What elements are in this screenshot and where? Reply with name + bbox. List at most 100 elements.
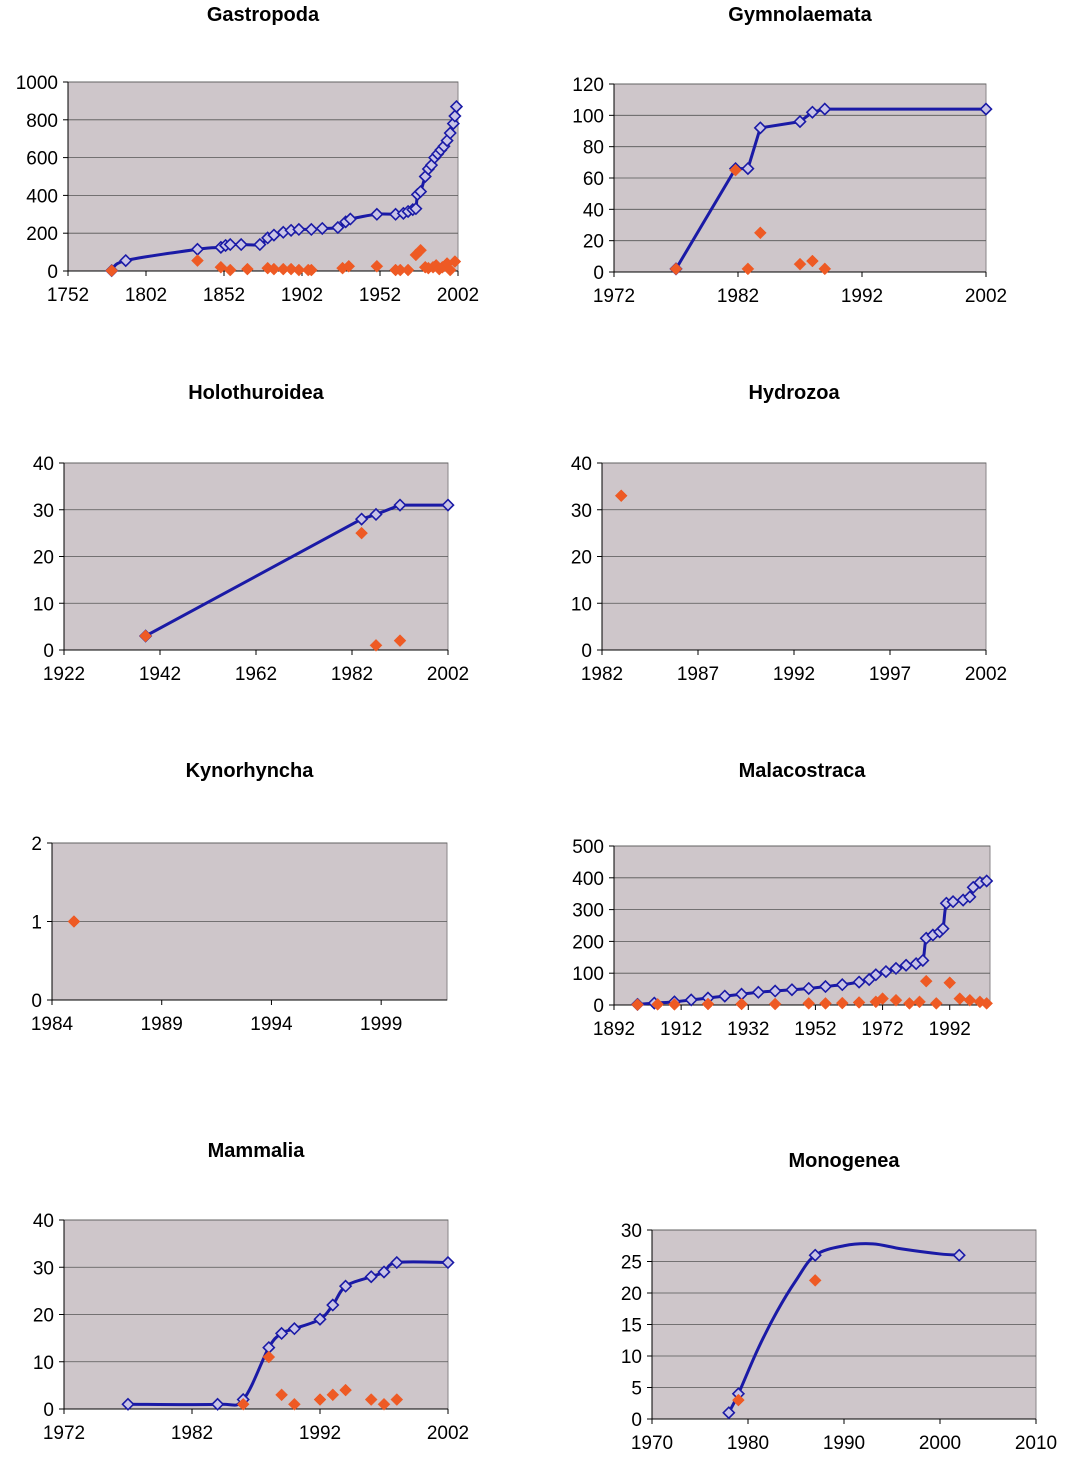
x-tick-label: 1942: [139, 664, 181, 685]
chart-svg: 0 200 400 600 800 1000 1752 1802 1852 1902 1952 200…: [16, 73, 479, 306]
cumulative-point: [364, 1270, 378, 1284]
x-tick-label: 2000: [919, 1433, 961, 1454]
y-tick-label: 15: [621, 1316, 642, 1337]
annual-point: [729, 163, 742, 177]
annual-point: [262, 1350, 276, 1364]
x-tick-label: 1852: [203, 285, 245, 306]
annual-point: [443, 263, 457, 277]
y-tick-label: 0: [593, 263, 604, 284]
x-tick-label: 1970: [631, 1433, 673, 1454]
annual-point: [390, 1393, 404, 1406]
annual-point: [223, 263, 237, 277]
cumulative-point: [449, 99, 464, 114]
annual-point: [980, 997, 993, 1010]
cumulative-point: [441, 1255, 455, 1270]
annual-point: [67, 915, 81, 928]
annual-point: [889, 993, 903, 1007]
chart-svg: 0 10 20 30 40 1982 1987 1992 1997 2002: [571, 454, 1007, 685]
y-tick-label: 400: [26, 186, 58, 207]
annual-point: [835, 996, 849, 1010]
cumulative-point: [210, 1397, 225, 1411]
annual-point: [614, 489, 628, 503]
cumulative-point: [889, 961, 903, 976]
cumulative-point: [338, 1279, 353, 1293]
y-tick-label: 20: [33, 548, 54, 569]
y-tick-label: 60: [583, 169, 604, 190]
annual-point: [339, 1383, 352, 1397]
x-tick-label: 1952: [794, 1019, 836, 1040]
cumulative-point: [963, 890, 977, 904]
cumulative-point: [802, 981, 816, 996]
annual-point: [876, 992, 889, 1005]
cumulative-point: [753, 121, 767, 135]
cumulative-point: [980, 874, 994, 888]
annual-point: [342, 259, 356, 273]
x-tick-label: 1987: [677, 664, 719, 685]
annual-point: [275, 1388, 288, 1402]
chart-svg: 0 1 2 1984 1989 1994 1999: [31, 834, 448, 1035]
chart-title: Gymnolaemata: [728, 4, 872, 26]
y-tick-label: 1000: [16, 73, 58, 94]
cumulative-point: [354, 512, 369, 526]
cumulative-point: [393, 498, 407, 512]
x-tick-label: 1989: [141, 1014, 183, 1035]
x-tick-label: 1984: [31, 1014, 74, 1035]
cumulative-point: [369, 507, 383, 522]
y-tick-label: 10: [621, 1347, 642, 1368]
annual-point: [631, 998, 644, 1012]
x-tick-label: 1980: [727, 1433, 769, 1454]
y-tick-label: 200: [26, 224, 58, 245]
y-tick-label: 10: [571, 594, 592, 615]
cumulative-point: [793, 114, 807, 129]
cumulative-point: [852, 975, 866, 989]
y-tick-label: 0: [631, 1410, 642, 1431]
annual-point: [852, 996, 866, 1009]
annual-point: [214, 260, 228, 274]
x-tick-label: 2002: [965, 664, 1007, 685]
cumulative-point: [441, 498, 455, 512]
chart-title: Hydrozoa: [748, 382, 840, 404]
annual-point: [414, 243, 427, 257]
cumulative-point: [326, 1298, 340, 1312]
annual-point: [139, 629, 152, 643]
annual-point: [669, 262, 683, 276]
annual-point: [288, 1397, 301, 1411]
cumulative-point: [952, 1248, 966, 1262]
annual-point: [651, 998, 664, 1011]
cumulative-point: [979, 102, 993, 116]
annual-point: [393, 634, 407, 648]
y-tick-label: 5: [631, 1379, 642, 1400]
x-tick-label: 1999: [360, 1014, 402, 1035]
annual-point: [768, 997, 782, 1011]
annual-point: [929, 997, 943, 1010]
y-tick-label: 80: [583, 138, 604, 159]
x-tick-label: 1892: [593, 1019, 635, 1040]
cumulative-point: [443, 126, 457, 140]
cumulative-point: [413, 184, 428, 199]
x-tick-label: 1972: [43, 1423, 85, 1444]
cumulative-point: [869, 968, 883, 982]
cumulative-point: [121, 1397, 135, 1411]
x-tick-label: 1982: [717, 286, 759, 307]
annual-point: [919, 974, 933, 988]
cumulative-point: [304, 222, 318, 237]
chart-panel-gymnolaemata: Gymnolaemata 0 20 40 60 80 100 120 1972 1982 1992 2…: [536, 0, 1072, 350]
chart-panel-malacostraca: Malacostraca 0 100 200 300 400 500 1892 1912 1932…: [536, 760, 1072, 1080]
cumulative-point: [835, 978, 849, 992]
cumulative-point: [274, 1326, 289, 1341]
x-tick-label: 2002: [437, 285, 479, 306]
x-tick-label: 1962: [235, 664, 277, 685]
x-tick-label: 1952: [359, 285, 401, 306]
annual-point: [808, 1274, 822, 1287]
x-tick-label: 2002: [427, 664, 469, 685]
chart-panel-gastropoda: Gastropoda 0 200 400 600 800 1000 1752 1802 1852 1…: [0, 0, 536, 350]
y-tick-label: 0: [581, 641, 592, 662]
x-tick-label: 2002: [965, 286, 1007, 307]
annual-point: [818, 262, 832, 276]
x-tick-label: 2002: [427, 1423, 469, 1444]
x-tick-label: 1992: [929, 1019, 971, 1040]
cumulative-point: [899, 958, 913, 972]
y-tick-label: 200: [572, 932, 604, 953]
annual-point: [369, 638, 383, 652]
cumulative-point: [768, 984, 782, 998]
